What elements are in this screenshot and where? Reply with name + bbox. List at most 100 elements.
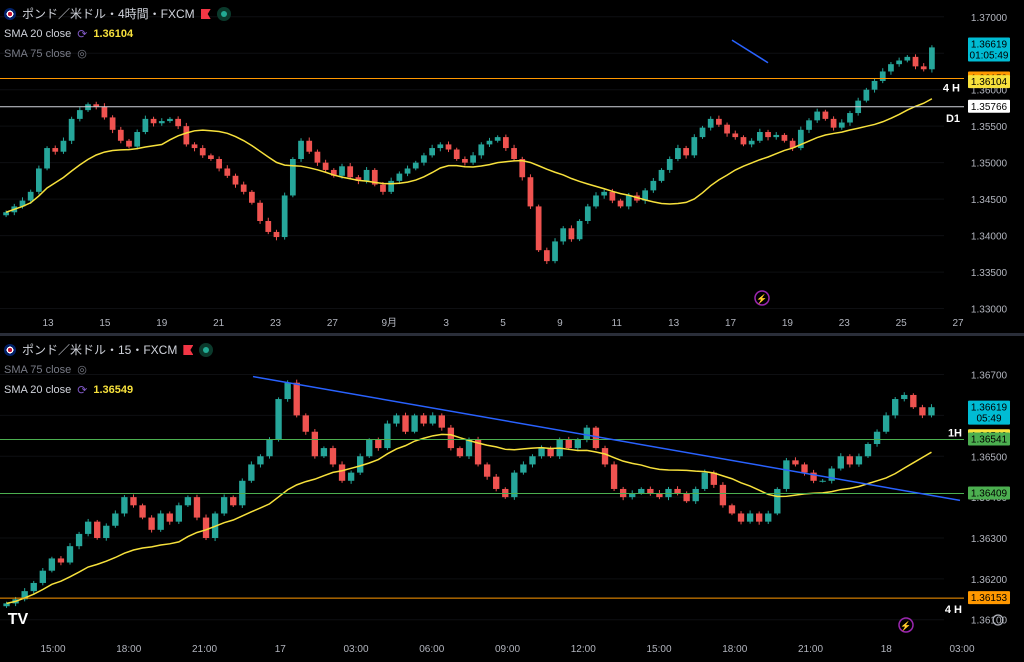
candle-body xyxy=(330,169,337,176)
candle-body xyxy=(3,212,9,216)
price-tag-text: 1.36619 xyxy=(971,403,1008,414)
time-tick: 06:00 xyxy=(419,644,444,655)
candle-body xyxy=(84,521,92,534)
chart-pane-15m[interactable]: 1.367001.366001.365001.364001.363001.362… xyxy=(0,336,1024,662)
candle-body xyxy=(806,120,812,130)
candle-body xyxy=(838,122,845,128)
candle-body xyxy=(109,117,116,130)
sma-line xyxy=(6,433,932,605)
candle-body xyxy=(68,118,75,141)
price-tag-bg xyxy=(968,37,1010,62)
chart-pane-4h[interactable]: 1.370001.365001.360001.355001.350001.345… xyxy=(0,0,1024,333)
eye-hidden-icon[interactable]: ◎ xyxy=(77,364,87,376)
eye-hidden-icon[interactable]: ◎ xyxy=(77,48,87,60)
candle-body xyxy=(75,533,83,547)
candle-body xyxy=(756,513,763,522)
candle-body xyxy=(494,137,501,141)
candle-body xyxy=(740,137,747,145)
red-flag-icon[interactable] xyxy=(183,345,194,355)
candle-body xyxy=(928,407,935,416)
candle-body xyxy=(420,415,427,424)
sma-label[interactable]: SMA 20 close xyxy=(4,384,72,396)
candle-body xyxy=(76,110,83,119)
sma-value: 1.36549 xyxy=(93,384,134,396)
candle-body xyxy=(486,140,493,145)
price-tag-text: 1.36619 xyxy=(971,40,1008,51)
price-tag-bg xyxy=(968,486,1010,500)
candle-body xyxy=(298,140,304,159)
candle-body xyxy=(529,456,536,465)
candle-body xyxy=(707,118,714,128)
candle-body xyxy=(293,382,300,416)
candle-body xyxy=(904,56,911,61)
sma-label[interactable]: SMA 20 close xyxy=(4,28,72,40)
candle-body xyxy=(748,140,755,145)
market-open-icon[interactable] xyxy=(216,7,231,21)
candle-body xyxy=(692,488,699,502)
level-label: D1 xyxy=(946,113,960,125)
sma-label[interactable]: SMA 75 close xyxy=(4,48,72,60)
pane-divider[interactable] xyxy=(0,333,1024,336)
candle-body xyxy=(666,159,673,170)
time-tick: 21:00 xyxy=(192,644,217,655)
candle-body xyxy=(565,439,572,449)
candle-body xyxy=(412,162,419,169)
trendline xyxy=(731,39,769,64)
time-tick: 3 xyxy=(443,318,449,329)
candle-body xyxy=(478,144,485,156)
candle-body xyxy=(511,148,517,159)
candle-body xyxy=(728,505,736,514)
candle-body xyxy=(493,476,500,489)
sma-value: 1.36104 xyxy=(93,28,134,40)
time-tick: 27 xyxy=(952,318,964,329)
candle-body xyxy=(837,456,844,469)
candle-body xyxy=(388,180,395,192)
red-flag-icon[interactable] xyxy=(200,9,211,19)
time-tick: 21 xyxy=(213,318,225,329)
price-tick: 1.35000 xyxy=(971,159,1008,170)
candle-body xyxy=(814,111,821,121)
candle-body xyxy=(347,472,355,481)
candle-body xyxy=(339,166,345,176)
price-tag-bg xyxy=(968,400,1010,425)
candle-body xyxy=(465,439,473,457)
market-open-icon[interactable] xyxy=(199,343,214,357)
candle-body xyxy=(774,488,781,514)
candle-body xyxy=(503,137,509,149)
price-tag: 1.35766 xyxy=(968,99,1010,113)
sma-label[interactable]: SMA 75 close xyxy=(4,364,72,376)
price-tag: 1.36153 xyxy=(968,591,1010,605)
candle-body xyxy=(257,202,263,222)
candle-body xyxy=(629,493,636,498)
symbol-title[interactable]: ポンド／米ドル・15・FXCM xyxy=(22,343,178,357)
time-tick: 25 xyxy=(896,318,908,329)
candle-body xyxy=(366,439,373,457)
candle-body xyxy=(846,456,854,465)
candle-body xyxy=(396,173,403,181)
price-tick: 1.36100 xyxy=(971,616,1008,627)
candle-body xyxy=(701,472,708,489)
candle-body xyxy=(60,140,67,152)
time-tick: 09:00 xyxy=(495,644,520,655)
candle-body xyxy=(535,206,542,251)
candle-body xyxy=(919,407,926,416)
candle-body xyxy=(44,148,50,169)
symbol-title[interactable]: ポンド／米ドル・4時間・FXCM xyxy=(22,7,195,21)
candle-body xyxy=(896,60,902,65)
candle-body xyxy=(94,521,101,538)
candle-body xyxy=(39,570,46,583)
candle-body xyxy=(302,415,309,432)
candle-body xyxy=(797,129,804,149)
candle-body xyxy=(447,427,455,449)
settings-gear-icon xyxy=(992,614,1004,626)
candle-body xyxy=(511,472,518,498)
chart-15m-canvas[interactable]: 1.367001.366001.365001.364001.363001.362… xyxy=(0,336,1024,662)
candle-body xyxy=(830,118,837,128)
sync-icon[interactable]: ⟳ xyxy=(77,383,88,397)
countdown-text: 01:05:49 xyxy=(970,51,1009,62)
candle-body xyxy=(699,127,706,138)
candle-body xyxy=(202,517,210,538)
chart-4h-canvas[interactable]: 1.370001.365001.360001.355001.350001.345… xyxy=(0,0,1024,333)
sync-icon[interactable]: ⟳ xyxy=(77,27,88,41)
